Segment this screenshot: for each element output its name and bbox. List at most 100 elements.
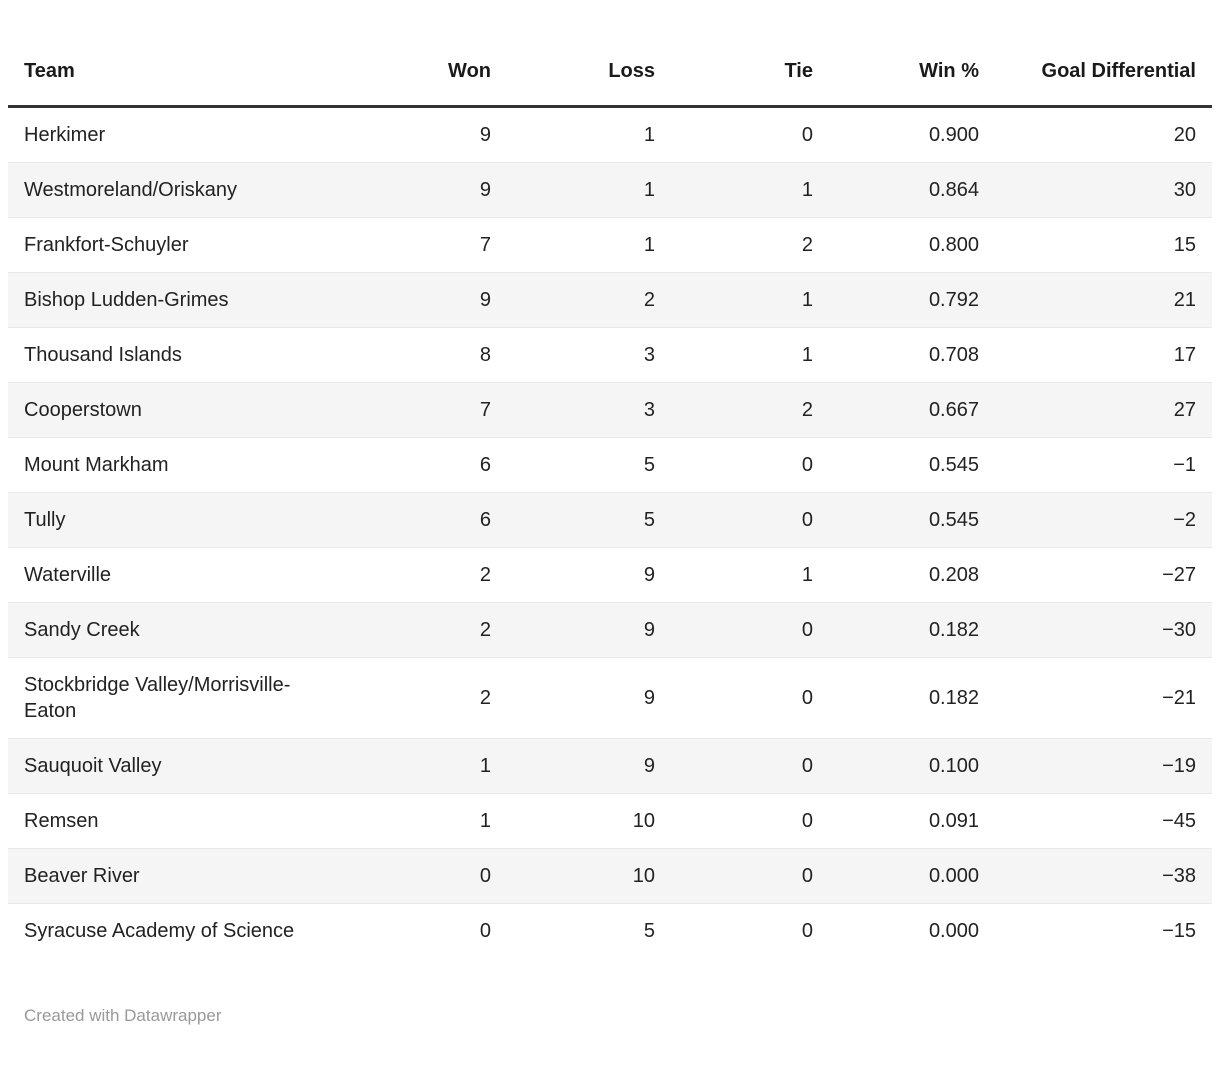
- cell-win_pct: 0.545: [829, 437, 995, 493]
- table-header-row: Team Won Loss Tie Win % Goal Differential: [8, 14, 1212, 108]
- cell-goal_diff: −27: [995, 547, 1212, 603]
- cell-won: 9: [347, 162, 507, 218]
- table-row: Frankfort-Schuyler 7 1 2 0.800 15: [8, 217, 1212, 273]
- cell-tie: 1: [671, 162, 829, 218]
- column-header-loss: Loss: [507, 14, 671, 108]
- cell-goal_diff: −19: [995, 738, 1212, 794]
- cell-win_pct: 0.182: [829, 657, 995, 739]
- cell-won: 9: [347, 272, 507, 328]
- cell-win_pct: 0.000: [928, 920, 979, 942]
- cell-loss: 5: [507, 492, 671, 548]
- standings-table: Team Won Loss Tie Win % Goal Differential Her…: [8, 14, 1212, 958]
- cell-loss: 1: [507, 106, 671, 163]
- cell-loss: 3: [507, 382, 671, 438]
- cell-loss: 10: [507, 848, 671, 904]
- cell-win_pct: 0.800: [829, 217, 995, 273]
- cell-goal_diff: −2: [995, 492, 1212, 548]
- cell-won: 8: [347, 327, 507, 383]
- table-row: Mount Markham 6 5 0 0.545 −1: [8, 437, 1212, 493]
- table-row: Sauquoit Valley 1 9 0 0.100 −19: [8, 738, 1212, 794]
- cell-loss: 9: [507, 657, 671, 739]
- cell-team: Waterville: [8, 547, 347, 603]
- cell-team: Syracuse Academy of Science: [24, 920, 295, 942]
- cell-tie: 0: [671, 602, 829, 658]
- cell-goal_diff: 27: [995, 382, 1212, 438]
- cell-win_pct: 0.182: [829, 602, 995, 658]
- cell-won: 7: [347, 382, 507, 438]
- cell-goal_diff: 20: [995, 106, 1212, 163]
- table-row: Syracuse Academy of Science 0 5 0 0.000 −15: [8, 904, 1212, 959]
- cell-loss: 9: [507, 602, 671, 658]
- cell-won: 6: [347, 437, 507, 493]
- table-row: Beaver River 0 10 0 0.000 −38: [8, 848, 1212, 904]
- cell-team: Bishop Ludden-Grimes: [8, 272, 347, 328]
- cell-team: Sauquoit Valley: [8, 738, 347, 794]
- cell-team: Westmoreland/Oriskany: [8, 162, 347, 218]
- cell-tie: 0: [671, 848, 829, 904]
- cell-team: Thousand Islands: [8, 327, 347, 383]
- table-row: Cooperstown 7 3 2 0.667 27: [8, 382, 1212, 438]
- cell-tie: 0: [671, 793, 829, 849]
- table-row: Stockbridge Valley/Morrisville-Eaton 2 9 0 0…: [8, 657, 1212, 739]
- cell-won: 0: [347, 848, 507, 904]
- cell-goal_diff: −38: [995, 848, 1212, 904]
- table-row: Bishop Ludden-Grimes 9 2 1 0.792 21: [8, 272, 1212, 328]
- cell-goal_diff: −21: [995, 657, 1212, 739]
- cell-tie: 0: [801, 920, 813, 942]
- datawrapper-credit: Created with Datawrapper: [24, 1006, 222, 1025]
- cell-team: Tully: [8, 492, 347, 548]
- table-row: Westmoreland/Oriskany 9 1 1 0.864 30: [8, 162, 1212, 218]
- cell-goal_diff: −15: [1162, 920, 1196, 942]
- cell-won: 2: [347, 547, 507, 603]
- cell-won: 2: [347, 602, 507, 658]
- cell-won: 7: [347, 217, 507, 273]
- cell-win_pct: 0.900: [829, 106, 995, 163]
- cell-team: Mount Markham: [8, 437, 347, 493]
- cell-goal_diff: 15: [995, 217, 1212, 273]
- cell-team: Herkimer: [8, 106, 347, 163]
- cell-goal_diff: −1: [995, 437, 1212, 493]
- cell-team: Stockbridge Valley/Morrisville-Eaton: [8, 657, 347, 739]
- cell-team: Remsen: [8, 793, 347, 849]
- cell-tie: 1: [671, 327, 829, 383]
- cell-loss: 5: [643, 920, 655, 942]
- column-header-team: Team: [8, 14, 347, 108]
- column-header-win_pct: Win %: [829, 14, 995, 108]
- cell-tie: 2: [671, 217, 829, 273]
- cell-loss: 9: [507, 738, 671, 794]
- cell-loss: 1: [507, 217, 671, 273]
- cell-win_pct: 0.864: [829, 162, 995, 218]
- cell-won: 2: [347, 657, 507, 739]
- table-row: Herkimer 9 1 0 0.900 20: [8, 106, 1212, 163]
- cell-win_pct: 0.708: [829, 327, 995, 383]
- cell-tie: 0: [671, 106, 829, 163]
- cell-tie: 1: [671, 272, 829, 328]
- cell-loss: 9: [507, 547, 671, 603]
- column-header-tie: Tie: [671, 14, 829, 108]
- cell-won: 1: [347, 793, 507, 849]
- cell-tie: 0: [671, 657, 829, 739]
- cell-goal_diff: −45: [995, 793, 1212, 849]
- cell-win_pct: 0.208: [829, 547, 995, 603]
- cell-won: 1: [347, 738, 507, 794]
- table-row: Waterville 2 9 1 0.208 −27: [8, 547, 1212, 603]
- cell-win_pct: 0.100: [829, 738, 995, 794]
- table-body: Herkimer 9 1 0 0.900 20 Westmoreland/Oriskany 9…: [8, 106, 1212, 959]
- cell-tie: 0: [671, 437, 829, 493]
- table-row: Thousand Islands 8 3 1 0.708 17: [8, 327, 1212, 383]
- cell-win_pct: 0.000: [829, 848, 995, 904]
- cell-tie: 0: [671, 492, 829, 548]
- cell-win_pct: 0.545: [829, 492, 995, 548]
- table-row: Tully 6 5 0 0.545 −2: [8, 492, 1212, 548]
- cell-win_pct: 0.091: [829, 793, 995, 849]
- column-header-goal_diff: Goal Differential: [995, 14, 1212, 108]
- cell-loss: 1: [507, 162, 671, 218]
- cell-win_pct: 0.792: [829, 272, 995, 328]
- cell-team: Sandy Creek: [8, 602, 347, 658]
- cell-team: Frankfort-Schuyler: [8, 217, 347, 273]
- cell-loss: 5: [507, 437, 671, 493]
- cell-win_pct: 0.667: [829, 382, 995, 438]
- cell-team: Beaver River: [8, 848, 347, 904]
- cell-team: Cooperstown: [8, 382, 347, 438]
- cell-goal_diff: −30: [995, 602, 1212, 658]
